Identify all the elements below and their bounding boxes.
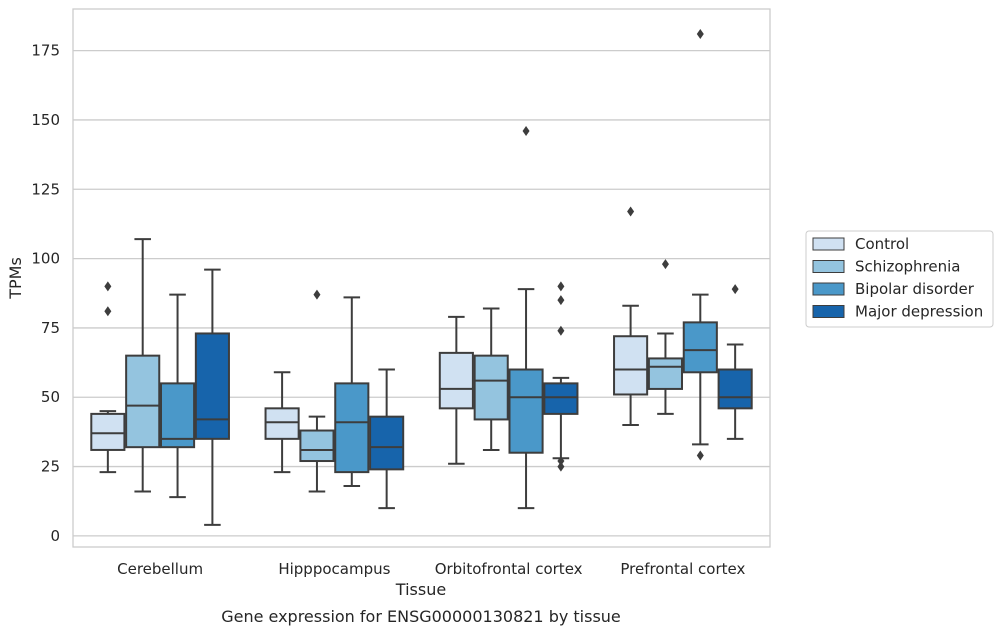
y-tick-label: 100 (31, 250, 60, 268)
legend-label: Major depression (855, 303, 983, 321)
legend-swatch (812, 237, 845, 251)
box (299, 429, 335, 463)
y-tick-label: 50 (41, 388, 60, 406)
outlier-point (696, 450, 704, 461)
legend-swatch (812, 282, 845, 296)
box (334, 382, 370, 474)
x-axis-label: Tissue (395, 580, 446, 599)
box (682, 321, 718, 374)
legend: Control Schizophrenia Bipolar disorder Majo… (805, 230, 994, 328)
chart-caption: Gene expression for ENSG00000130821 by t… (221, 607, 621, 626)
box (717, 368, 753, 410)
outlier-point (313, 289, 321, 300)
y-tick-label: 150 (31, 111, 60, 129)
legend-swatch (812, 305, 845, 318)
x-tick-label: Prefrontal cortex (620, 560, 745, 578)
outlier-point (104, 281, 112, 292)
box (369, 415, 405, 471)
outlier-point (557, 456, 565, 467)
plot-frame (72, 8, 771, 548)
x-tick-label: Cerebellum (117, 560, 203, 578)
legend-swatch (812, 260, 845, 273)
outlier-point (557, 295, 565, 306)
outlier-point (557, 281, 565, 292)
outlier-point (661, 259, 669, 270)
plot-area (73, 9, 770, 547)
outlier-point (557, 461, 565, 472)
legend-label: Bipolar disorder (855, 280, 975, 298)
y-axis-label: TPMs (6, 257, 25, 300)
legend-label: Control (855, 235, 909, 253)
outlier-point (522, 126, 530, 137)
outlier-point (696, 28, 704, 39)
outlier-point (731, 284, 739, 295)
y-tick-label: 75 (41, 319, 60, 337)
y-tick-label: 25 (41, 458, 60, 476)
x-tick-label: Orbitofrontal cortex (435, 560, 583, 578)
legend-label: Schizophrenia (855, 258, 960, 276)
box (264, 407, 300, 440)
outlier-point (627, 206, 635, 217)
y-tick-label: 175 (31, 42, 60, 60)
box (159, 382, 196, 449)
x-tick-label: Hipppocampus (278, 560, 390, 578)
y-tick-labels: 0 25 50 75 100 125 150 175 (31, 42, 60, 545)
box (438, 351, 474, 410)
outlier-point (104, 306, 112, 317)
legend-frame (805, 230, 994, 328)
box (194, 332, 230, 440)
box (647, 357, 684, 390)
y-tick-label: 125 (31, 180, 60, 198)
box-series-group (90, 28, 753, 526)
outlier-point (557, 325, 565, 336)
box (543, 382, 579, 415)
x-tick-labels: Cerebellum Hipppocampus Orbitofrontal cort… (117, 560, 745, 578)
y-tick-label: 0 (50, 527, 60, 545)
box (613, 335, 649, 396)
box (90, 412, 126, 451)
box (508, 368, 544, 454)
box (125, 354, 161, 449)
box (473, 354, 509, 421)
